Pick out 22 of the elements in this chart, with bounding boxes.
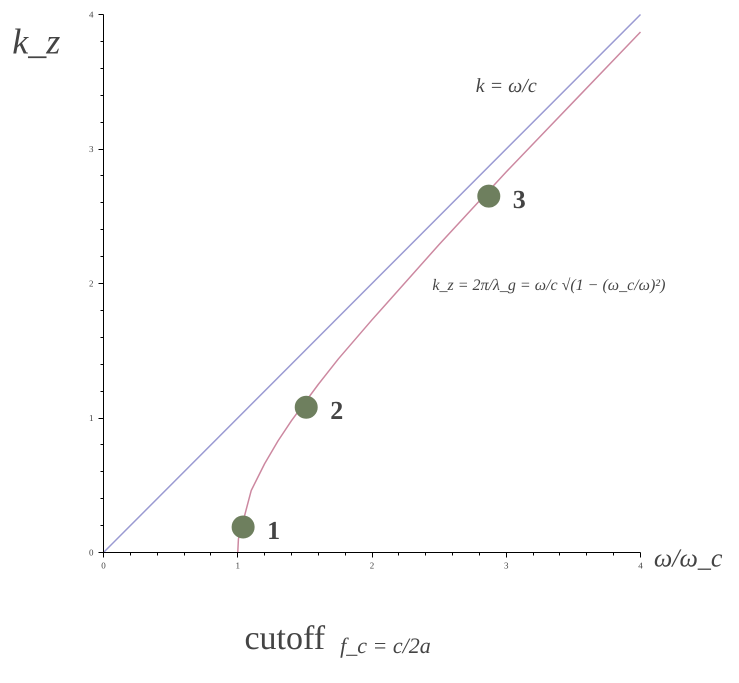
point bbox=[477, 184, 500, 208]
annotation: k_z = 2π/λ_g = ω/c √(1 − (ω_c/ω)²) bbox=[432, 276, 666, 294]
x-tick-label: 4 bbox=[638, 560, 644, 570]
text: cutoff bbox=[244, 620, 326, 657]
point bbox=[294, 396, 318, 419]
y-tick-label: 1 bbox=[89, 413, 94, 423]
annotation: 2 bbox=[330, 396, 344, 426]
x-tick-label: 3 bbox=[504, 560, 509, 570]
y-tick-label: 2 bbox=[89, 278, 94, 288]
y-axis-title: k_z bbox=[12, 22, 60, 62]
y-tick-label: 3 bbox=[89, 144, 94, 154]
annotation: 3 bbox=[512, 185, 526, 214]
y-tick-label: 4 bbox=[89, 10, 94, 20]
x-tick-label: 1 bbox=[236, 560, 240, 570]
annotation: k = ω/c bbox=[476, 75, 537, 98]
x-tick-label: 0 bbox=[101, 560, 106, 570]
point bbox=[232, 515, 255, 538]
annotation: 1 bbox=[267, 516, 280, 545]
x-tick-label: 2 bbox=[370, 560, 374, 570]
y-tick-label: 0 bbox=[89, 548, 94, 558]
x-axis-title: ω/ω_c bbox=[654, 544, 723, 573]
text: f_c = c/2a bbox=[340, 633, 431, 658]
